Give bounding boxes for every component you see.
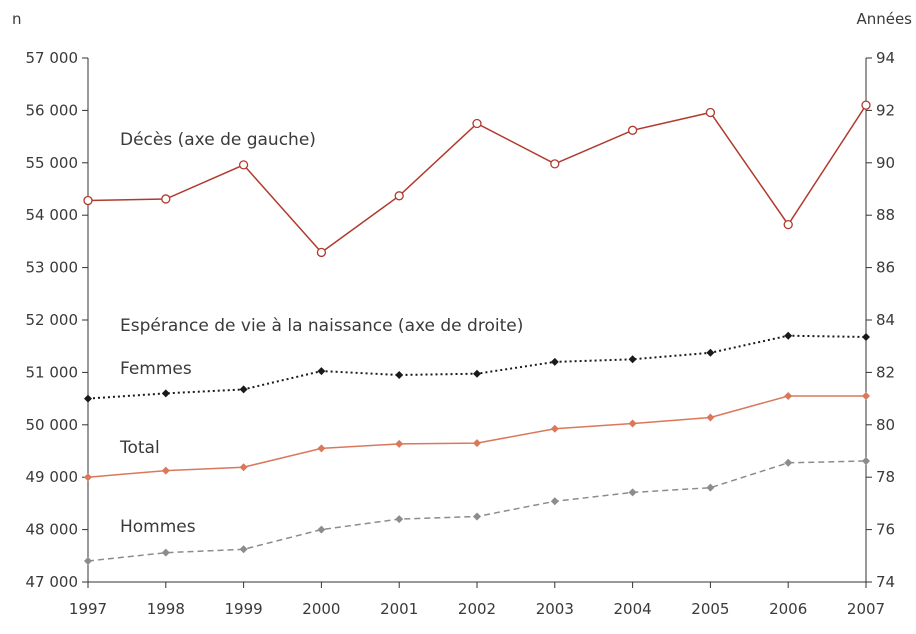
annotation-esperance: Espérance de vie à la naissance (axe de … xyxy=(120,316,523,336)
point-hommes xyxy=(395,515,404,524)
right-tick-label: 90 xyxy=(876,154,895,172)
series-layer xyxy=(83,100,871,566)
point-femmes xyxy=(317,367,326,376)
right-tick-label: 88 xyxy=(876,206,895,224)
point-total xyxy=(239,463,248,472)
point-total xyxy=(473,439,481,448)
point-hommes xyxy=(239,545,248,554)
left-tick-label: 54 000 xyxy=(26,206,79,224)
point-hommes xyxy=(161,548,170,557)
series-line-total xyxy=(87,395,866,478)
point-femmes xyxy=(628,355,637,364)
x-tick-label: 1998 xyxy=(147,600,185,618)
point-total xyxy=(550,424,559,433)
series-deces xyxy=(83,100,871,258)
point-deces xyxy=(238,160,249,170)
point-deces xyxy=(83,195,93,206)
annotation-deces: Décès (axe de gauche) xyxy=(120,130,316,150)
point-hommes xyxy=(784,458,793,467)
point-deces xyxy=(550,159,560,169)
x-tick-label: 2000 xyxy=(302,600,340,618)
point-deces xyxy=(472,118,482,129)
point-total xyxy=(784,391,793,400)
point-total xyxy=(706,413,715,422)
left-tick-label: 47 000 xyxy=(26,573,79,591)
left-tick-label: 49 000 xyxy=(26,468,79,486)
x-tick-label: 1997 xyxy=(69,600,107,618)
annotation-total: Total xyxy=(119,438,160,458)
point-hommes xyxy=(706,483,715,492)
x-tick-label: 2001 xyxy=(380,600,418,618)
right-tick-label: 94 xyxy=(876,49,895,67)
point-femmes xyxy=(784,331,793,340)
point-femmes xyxy=(550,357,559,366)
point-deces xyxy=(316,247,327,258)
point-hommes xyxy=(550,497,559,506)
point-total xyxy=(84,473,92,482)
right-tick-label: 78 xyxy=(876,468,895,486)
x-tick-label: 2007 xyxy=(847,600,885,618)
point-femmes xyxy=(161,389,170,398)
right-tick-label: 82 xyxy=(876,363,895,381)
right-tick-label: 76 xyxy=(876,521,895,539)
left-tick-label: 52 000 xyxy=(26,311,79,329)
series-hommes xyxy=(84,456,870,566)
point-femmes xyxy=(395,371,404,380)
point-deces xyxy=(705,107,716,118)
x-tick-label: 2005 xyxy=(691,600,729,618)
left-axis-ticks: 47 000 48 000 49 000 50 000 51 000 52 000 53 0… xyxy=(26,49,88,591)
point-deces xyxy=(627,125,638,135)
left-tick-label: 57 000 xyxy=(26,49,79,67)
x-tick-label: 2002 xyxy=(458,600,496,618)
right-tick-label: 74 xyxy=(876,573,895,591)
x-tick-label: 2006 xyxy=(769,600,807,618)
series-femmes xyxy=(84,331,870,403)
x-tick-label: 1999 xyxy=(225,600,263,618)
x-axis-ticks: 1997 1998 1999 2000 2001 2002 2003 2004 2005 2006… xyxy=(69,582,885,618)
point-hommes xyxy=(473,512,481,521)
point-hommes xyxy=(84,557,92,566)
series-line-hommes xyxy=(87,460,867,562)
right-tick-label: 92 xyxy=(876,101,895,119)
point-deces xyxy=(783,219,793,230)
right-tick-label: 84 xyxy=(876,311,895,329)
point-femmes xyxy=(239,385,248,394)
x-tick-label: 2004 xyxy=(614,600,652,618)
point-deces xyxy=(161,194,171,204)
left-tick-label: 56 000 xyxy=(26,101,79,119)
point-total xyxy=(395,439,404,448)
point-total xyxy=(317,444,326,453)
point-femmes xyxy=(473,369,481,378)
annotation-hommes: Hommes xyxy=(120,517,196,537)
annotation-femmes: Femmes xyxy=(120,359,192,379)
point-total xyxy=(862,391,870,400)
point-femmes xyxy=(84,394,92,403)
left-tick-label: 55 000 xyxy=(26,154,79,172)
right-tick-label: 86 xyxy=(876,259,895,277)
point-hommes xyxy=(317,525,326,534)
point-femmes xyxy=(862,333,870,342)
left-tick-label: 48 000 xyxy=(26,521,79,539)
point-hommes xyxy=(862,456,870,465)
point-total xyxy=(628,419,637,428)
series-line-femmes xyxy=(87,334,867,400)
right-axis-unit: Années xyxy=(856,10,912,28)
left-tick-label: 53 000 xyxy=(26,259,79,277)
right-axis-ticks: 74 76 78 80 82 84 86 88 90 92 94 xyxy=(866,49,895,591)
series-total xyxy=(84,391,870,482)
point-deces xyxy=(394,191,404,201)
point-femmes xyxy=(706,348,715,357)
right-tick-label: 80 xyxy=(876,416,895,434)
left-axis-unit: n xyxy=(12,10,22,28)
point-deces xyxy=(861,100,871,110)
point-hommes xyxy=(628,488,637,497)
x-tick-label: 2003 xyxy=(536,600,574,618)
left-tick-label: 51 000 xyxy=(26,363,79,381)
point-total xyxy=(161,466,170,475)
left-tick-label: 50 000 xyxy=(26,416,79,434)
